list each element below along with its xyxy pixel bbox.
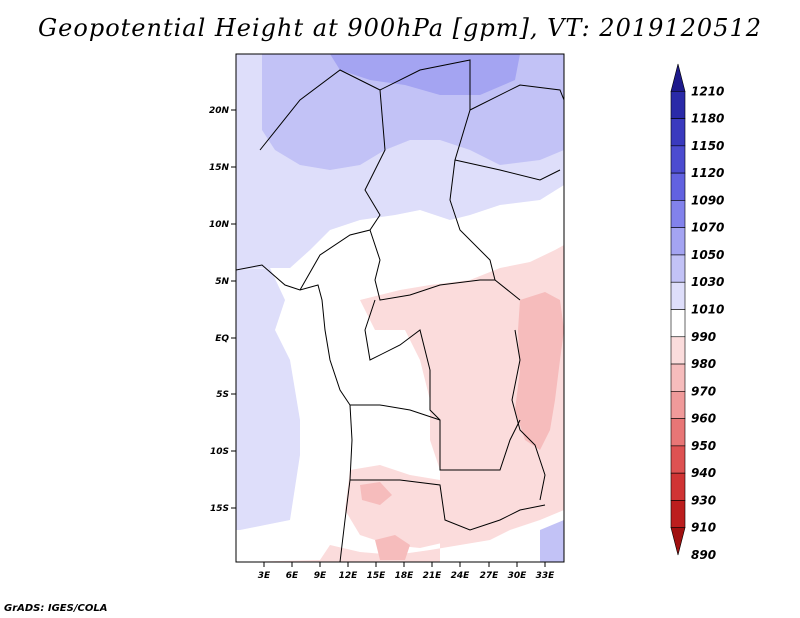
colorbar-label-910: 910 (691, 521, 716, 535)
boundary-angola (350, 404, 441, 421)
country-boundaries (236, 59, 564, 562)
contour-970-south (375, 535, 410, 560)
grads-credit: GrADS: IGES/COLA (4, 603, 108, 614)
colorbar-swatch-14 (670, 445, 686, 474)
colorbar-label-960: 960 (691, 412, 716, 426)
lon-label-12e: 12E (339, 571, 359, 581)
colorbar-swatch-13 (670, 418, 686, 447)
height-field (236, 54, 564, 562)
lat-label-10s: 10S (210, 447, 229, 457)
colorbar-swatch-16 (670, 500, 686, 529)
colorbar-label-1030: 1030 (691, 275, 724, 289)
colorbar-swatch-2 (670, 118, 686, 147)
colorbar-label-950: 950 (691, 439, 716, 453)
colorbar-swatch-12 (670, 391, 686, 419)
colorbar-swatch-4 (670, 172, 686, 201)
colorbar-label-970: 970 (691, 384, 716, 398)
colorbar-label-930: 930 (691, 493, 716, 507)
colorbar-label-1010: 1010 (691, 303, 724, 317)
colorbar-swatch-10 (670, 336, 686, 365)
colorbar-label-1090: 1090 (691, 193, 724, 207)
boundary-sudan (454, 159, 561, 181)
colorbar-swatch-0 (670, 63, 686, 92)
boundary-lakes (511, 329, 546, 501)
colorbar-swatch-9 (670, 309, 686, 338)
colorbar-swatch-5 (670, 200, 686, 228)
lat-label-15n: 15N (209, 163, 230, 173)
lon-label-21e: 21E (423, 571, 443, 581)
boundary-coast-west (236, 264, 353, 562)
lat-label-eq: EQ (215, 334, 229, 344)
colorbar-label-1050: 1050 (691, 248, 724, 262)
colorbar-label-890: 890 (691, 548, 716, 562)
lat-label-20n: 20N (209, 106, 230, 116)
contour-1050 (330, 54, 520, 95)
colorbar-label-1210: 1210 (691, 84, 724, 98)
colorbar-label-1070: 1070 (691, 221, 724, 235)
colorbar-swatch-7 (670, 254, 686, 283)
lat-label-5n: 5N (215, 277, 229, 287)
contour-970-sw (360, 482, 392, 505)
colorbar-label-1180: 1180 (691, 112, 724, 126)
colorbar-label-990: 990 (691, 330, 716, 344)
lat-label-5s: 5S (216, 390, 229, 400)
lon-label-9e: 9E (314, 571, 327, 581)
colorbar-label-1120: 1120 (691, 166, 724, 180)
colorbar-swatch-8 (670, 281, 686, 310)
lon-label-30e: 30E (508, 571, 528, 581)
colorbar-swatch-3 (670, 145, 686, 174)
colorbar-swatch-17 (670, 527, 686, 556)
lon-label-24e: 24E (451, 571, 471, 581)
colorbar-label-980: 980 (691, 357, 716, 371)
map-title: Geopotential Height at 900hPa [gpm], VT:… (38, 14, 762, 42)
lon-label-18e: 18E (395, 571, 415, 581)
lon-label-3e: 3E (258, 571, 271, 581)
lon-label-27e: 27E (480, 571, 500, 581)
colorbar-swatch-15 (670, 472, 686, 501)
lon-label-6e: 6E (286, 571, 299, 581)
lat-label-15s: 15S (210, 504, 229, 514)
contour-1050-east (540, 520, 564, 562)
colorbar-label-940: 940 (691, 466, 716, 480)
boundary-sahel (259, 69, 386, 291)
colorbar-swatch-1 (670, 90, 686, 119)
colorbar-label-1150: 1150 (691, 139, 724, 153)
boundary-congo (364, 299, 521, 471)
lon-axis: 3E 6E 9E 12E 15E 18E 21E 24E 27E 30E 33E (258, 562, 555, 581)
map-frame (235, 53, 565, 563)
colorbar-swatch-11 (670, 363, 686, 392)
contour-1010-ocean (236, 268, 300, 530)
boundary-south (350, 479, 546, 531)
boundary-east (469, 84, 564, 111)
boundary-car (369, 229, 521, 301)
lon-label-15e: 15E (367, 571, 387, 581)
contour-970-lakes (515, 292, 564, 450)
colorbar: 1210 1180 1150 1120 1090 1070 1050 1030 1010 990 9… (670, 63, 724, 562)
lat-axis: 20N 15N 10N 5N EQ 5S 10S 15S (209, 106, 236, 514)
colorbar-swatch-6 (670, 227, 686, 256)
lon-label-33e: 33E (536, 571, 556, 581)
contour-980 (236, 245, 564, 562)
lat-label-10n: 10N (209, 220, 230, 230)
